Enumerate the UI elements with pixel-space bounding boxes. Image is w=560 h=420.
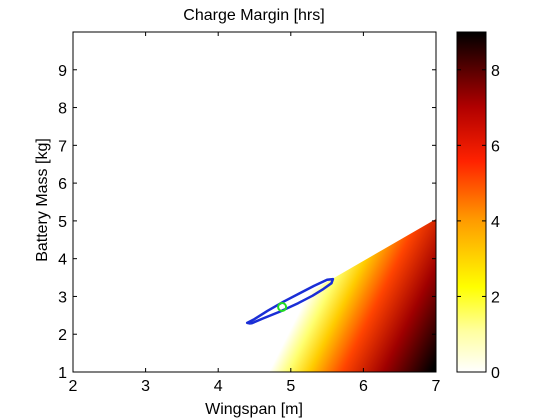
y-tick-label: 7 xyxy=(58,138,67,155)
y-axis-label: Battery Mass [kg] xyxy=(34,138,51,262)
colorbar-tick-label: 8 xyxy=(491,63,500,80)
optimum-marker xyxy=(277,302,288,313)
charge-margin-field xyxy=(171,219,436,372)
plot-frame xyxy=(72,31,437,373)
y-tick-label: 2 xyxy=(58,327,67,344)
x-tick-label: 7 xyxy=(432,378,441,395)
y-axis-ticks: 1 2 3 4 5 6 7 8 9 xyxy=(58,63,436,382)
colorbar-gradient xyxy=(457,32,486,372)
colorbar-tick-label: 6 xyxy=(491,138,500,155)
colorbar-tick-label: 2 xyxy=(491,289,500,306)
chart-title: Charge Margin [hrs] xyxy=(183,7,324,24)
x-tick-label: 3 xyxy=(141,378,150,395)
colorbar: 0 2 4 6 8 xyxy=(456,31,500,382)
colorbar-ticks: 0 2 4 6 8 xyxy=(457,63,500,382)
x-axis-ticks: 2 3 4 5 6 7 xyxy=(69,32,441,395)
x-axis-label: Wingspan [m] xyxy=(205,401,303,418)
y-tick-label: 4 xyxy=(58,252,67,269)
y-tick-label: 6 xyxy=(58,176,67,193)
y-tick-label: 3 xyxy=(58,289,67,306)
x-tick-label: 4 xyxy=(214,378,223,395)
colorbar-tick-label: 0 xyxy=(491,365,500,382)
y-tick-label: 1 xyxy=(58,365,67,382)
x-tick-label: 2 xyxy=(69,378,78,395)
colorbar-tick-label: 4 xyxy=(491,214,500,231)
y-tick-label: 9 xyxy=(58,63,67,80)
x-tick-label: 6 xyxy=(359,378,368,395)
x-tick-label: 5 xyxy=(286,378,295,395)
y-tick-label: 8 xyxy=(58,101,67,118)
colorbar-frame xyxy=(456,31,487,373)
margin-contour xyxy=(245,277,335,325)
y-tick-label: 5 xyxy=(58,214,67,231)
